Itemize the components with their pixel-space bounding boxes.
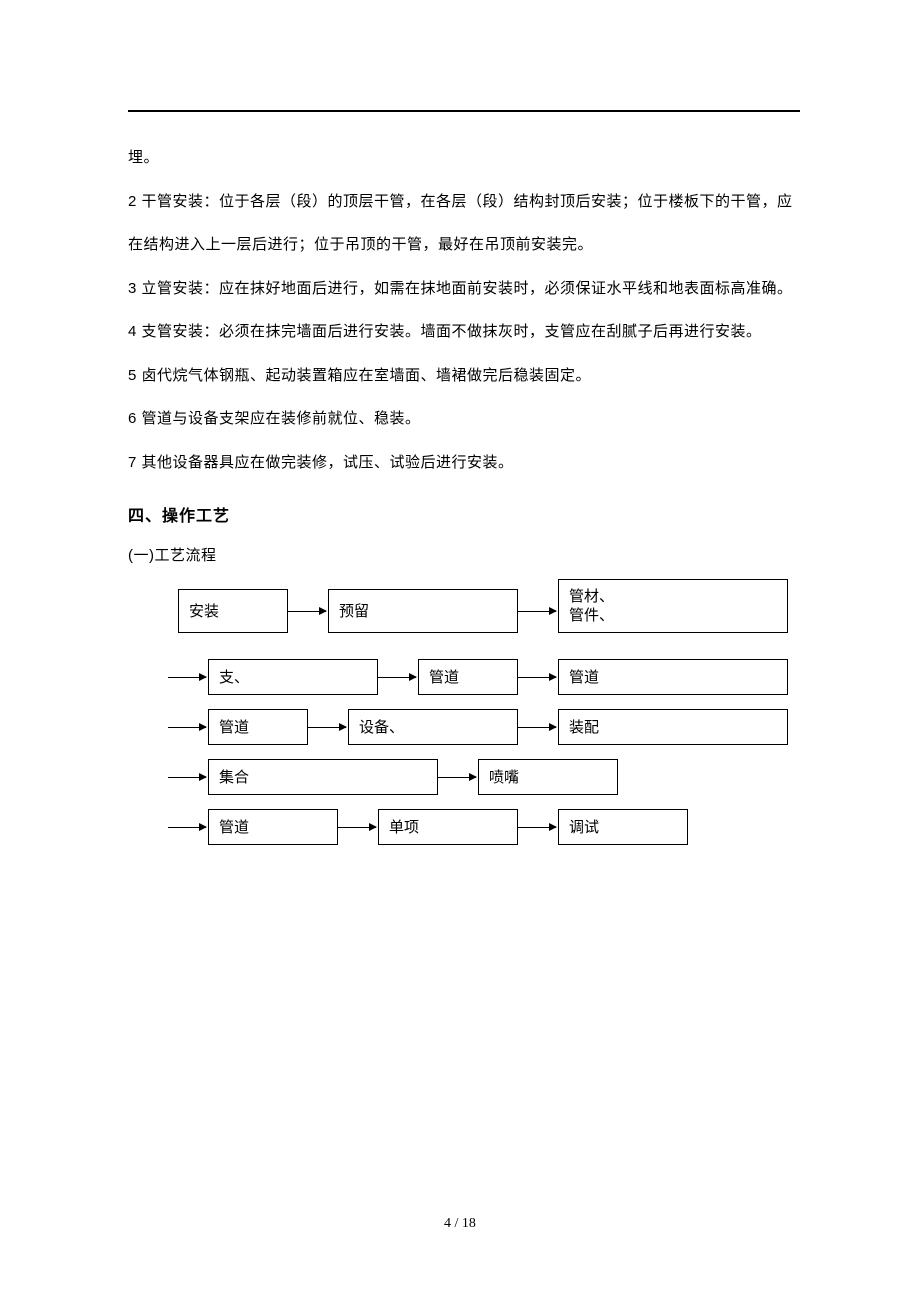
flow-arrow <box>168 727 206 728</box>
paragraph-3: 4 支管安装：必须在抹完墙面后进行安装。墙面不做抹灰时，支管应在刮腻子后再进行安… <box>128 310 800 354</box>
flow-arrow <box>338 827 376 828</box>
flow-arrow <box>378 677 416 678</box>
flow-arrow <box>168 677 206 678</box>
flow-arrow <box>288 611 326 612</box>
paragraph-2: 3 立管安装：应在抹好地面后进行，如需在抹地面前安装时，必须保证水平线和地表面标… <box>128 267 800 311</box>
flow-arrow <box>168 827 206 828</box>
paragraph-6: 7 其他设备器具应在做完装修，试压、试验后进行安装。 <box>128 441 800 485</box>
flow-node: 管道 <box>418 659 518 695</box>
paragraph-1: 2 干管安装：位于各层（段）的顶层干管，在各层（段）结构封顶后安装；位于楼板下的… <box>128 180 800 267</box>
flow-arrow <box>438 777 476 778</box>
flow-node: 预留 <box>328 589 518 633</box>
document-page: 埋。 2 干管安装：位于各层（段）的顶层干管，在各层（段）结构封顶后安装；位于楼… <box>0 0 920 1302</box>
flow-node: 支、 <box>208 659 378 695</box>
flow-node: 集合 <box>208 759 438 795</box>
flow-arrow <box>168 777 206 778</box>
flow-node: 管道 <box>208 709 308 745</box>
paragraph-4: 5 卤代烷气体钢瓶、起动装置箱应在室墙面、墙裙做完后稳装固定。 <box>128 354 800 398</box>
flow-arrow <box>518 677 556 678</box>
flowchart: 安装预留管材、 管件、支、管道管道管道设备、装配集合喷嘴管道单项调试 <box>168 579 800 979</box>
flow-node: 调试 <box>558 809 688 845</box>
flow-node: 单项 <box>378 809 518 845</box>
paragraph-5: 6 管道与设备支架应在装修前就位、稳装。 <box>128 397 800 441</box>
flow-node: 管材、 管件、 <box>558 579 788 633</box>
top-rule <box>128 110 800 112</box>
flow-arrow <box>518 727 556 728</box>
flow-arrow <box>518 827 556 828</box>
flow-node: 喷嘴 <box>478 759 618 795</box>
flow-node: 装配 <box>558 709 788 745</box>
flow-node: 设备、 <box>348 709 518 745</box>
flow-arrow <box>308 727 346 728</box>
flow-node: 管道 <box>208 809 338 845</box>
sub-heading: (一)工艺流程 <box>128 542 800 569</box>
flow-node: 安装 <box>178 589 288 633</box>
section-heading: 四、操作工艺 <box>128 502 800 526</box>
paragraph-0: 埋。 <box>128 136 800 180</box>
flow-arrow <box>518 611 556 612</box>
flow-node: 管道 <box>558 659 788 695</box>
page-footer: 4 / 18 <box>0 1216 920 1232</box>
